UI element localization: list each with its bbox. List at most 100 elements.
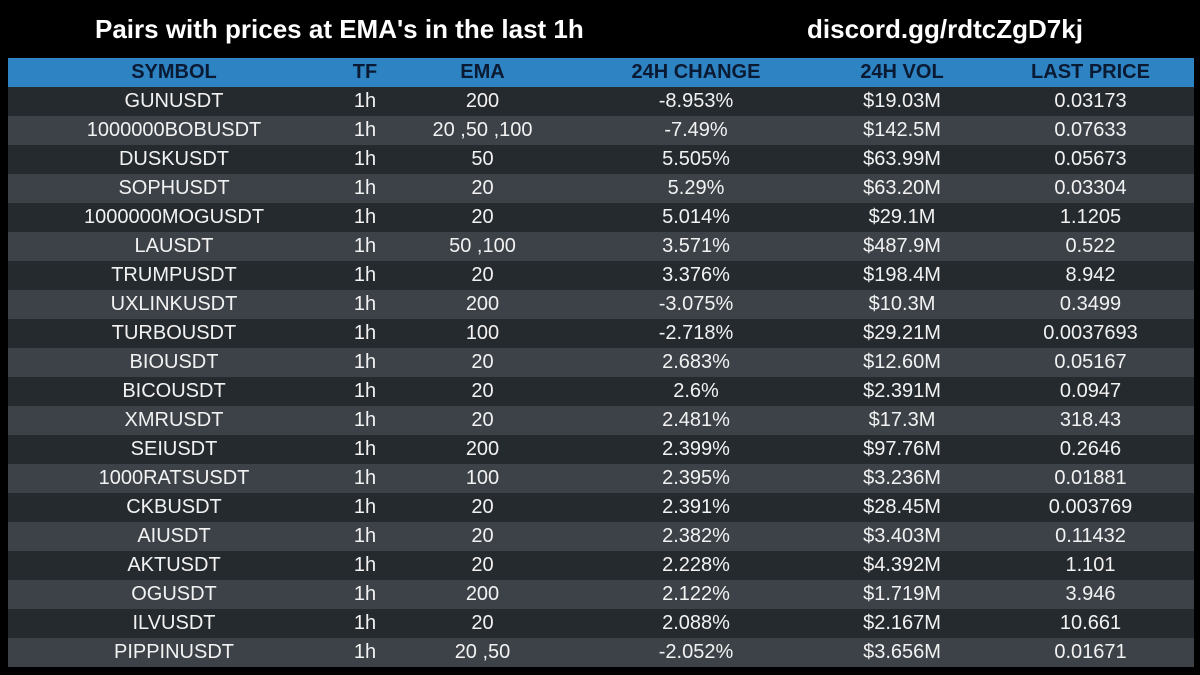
- tf-cell: 1h: [353, 177, 377, 199]
- tf-cell: 1h: [353, 583, 377, 605]
- change-cell: 3.571%: [662, 235, 730, 257]
- volume-cell: $28.45M: [863, 496, 941, 518]
- symbol-cell: PIPPINUSDT: [113, 641, 235, 663]
- change-cell: 2.088%: [662, 612, 730, 634]
- symbol-cell: 1000000BOBUSDT: [86, 119, 262, 141]
- change-cell: -7.49%: [664, 119, 728, 141]
- table-row: DUSKUSDT 1h 50 5.505% $63.99M 0.05673: [8, 145, 1194, 174]
- table-row: OGUSDT 1h 200 2.122% $1.719M 3.946: [8, 580, 1194, 609]
- table-row: XMRUSDT 1h 20 2.481% $17.3M 318.43: [8, 406, 1194, 435]
- tf-cell: 1h: [353, 554, 377, 576]
- symbol-cell: CKBUSDT: [126, 496, 222, 518]
- tf-cell: 1h: [353, 525, 377, 547]
- table-row: GUNUSDT 1h 200 -8.953% $19.03M 0.03173: [8, 87, 1194, 116]
- volume-cell: $12.60M: [863, 351, 941, 373]
- change-cell: 3.376%: [662, 264, 730, 286]
- symbol-cell: DUSKUSDT: [118, 148, 229, 170]
- table-row: SOPHUSDT 1h 20 5.29% $63.20M 0.03304: [8, 174, 1194, 203]
- tf-cell: 1h: [353, 264, 377, 286]
- price-cell: 0.003769: [1048, 496, 1133, 518]
- symbol-cell: SOPHUSDT: [118, 177, 230, 199]
- tf-cell: 1h: [353, 467, 377, 489]
- table-row: AIUSDT 1h 20 2.382% $3.403M 0.11432: [8, 522, 1194, 551]
- table-row: LAUSDT 1h 50 ,100 3.571% $487.9M 0.522: [8, 232, 1194, 261]
- volume-cell: $3.656M: [863, 641, 941, 663]
- price-cell: 3.946: [1065, 583, 1116, 605]
- symbol-cell: AKTUSDT: [127, 554, 221, 576]
- column-header-ema: EMA: [460, 61, 505, 83]
- tf-cell: 1h: [353, 322, 377, 344]
- price-cell: 1.1205: [1059, 206, 1122, 228]
- change-cell: 2.391%: [662, 496, 730, 518]
- symbol-cell: LAUSDT: [134, 235, 214, 257]
- change-cell: -2.718%: [658, 322, 734, 344]
- header-row: SYMBOL TF EMA 24H CHANGE 24H VOL LAST PR…: [8, 58, 1194, 87]
- price-cell: 8.942: [1065, 264, 1116, 286]
- column-header-24h-vol: 24H VOL: [860, 61, 944, 83]
- change-cell: -2.052%: [658, 641, 734, 663]
- ema-cell: 20: [471, 264, 494, 286]
- symbol-cell: OGUSDT: [131, 583, 217, 605]
- discord-link[interactable]: discord.gg/rdtcZgD7kj: [807, 14, 1083, 44]
- table-row: AKTUSDT 1h 20 2.228% $4.392M 1.101: [8, 551, 1194, 580]
- ema-cell: 200: [465, 438, 500, 460]
- volume-cell: $19.03M: [863, 90, 941, 112]
- price-cell: 0.05673: [1054, 148, 1127, 170]
- volume-cell: $63.99M: [863, 148, 941, 170]
- column-header-24h-change: 24H CHANGE: [631, 61, 761, 83]
- price-cell: 0.05167: [1054, 351, 1127, 373]
- table-row: PIPPINUSDT 1h 20 ,50 -2.052% $3.656M 0.01671: [8, 638, 1194, 667]
- change-cell: 2.228%: [662, 554, 730, 576]
- ema-cell: 20 ,50: [454, 641, 511, 663]
- table-row: BIOUSDT 1h 20 2.683% $12.60M 0.05167: [8, 348, 1194, 377]
- symbol-cell: XMRUSDT: [124, 409, 224, 431]
- change-cell: 2.395%: [662, 467, 730, 489]
- change-cell: 2.382%: [662, 525, 730, 547]
- ema-cell: 20: [471, 525, 494, 547]
- change-cell: 5.014%: [662, 206, 730, 228]
- page-title: Pairs with prices at EMA's in the last 1…: [95, 14, 584, 44]
- symbol-cell: SEIUSDT: [130, 438, 218, 460]
- volume-cell: $3.403M: [863, 525, 941, 547]
- symbol-cell: 1000000MOGUSDT: [83, 206, 265, 228]
- table-row: ILVUSDT 1h 20 2.088% $2.167M 10.661: [8, 609, 1194, 638]
- page-header: Pairs with prices at EMA's in the last 1…: [0, 0, 1200, 58]
- tf-cell: 1h: [353, 148, 377, 170]
- price-cell: 0.01671: [1054, 641, 1127, 663]
- tf-cell: 1h: [353, 235, 377, 257]
- price-cell: 0.3499: [1059, 293, 1122, 315]
- change-cell: 5.29%: [667, 177, 725, 199]
- ema-cell: 20: [471, 177, 494, 199]
- ema-cell: 20: [471, 612, 494, 634]
- symbol-cell: GUNUSDT: [124, 90, 224, 112]
- tf-cell: 1h: [353, 119, 377, 141]
- change-cell: 5.505%: [662, 148, 730, 170]
- column-header-last-price: LAST PRICE: [1031, 61, 1150, 83]
- price-cell: 0.03304: [1054, 177, 1127, 199]
- symbol-cell: 1000RATSUSDT: [98, 467, 250, 489]
- column-header-symbol: SYMBOL: [131, 61, 217, 83]
- price-cell: 0.2646: [1059, 438, 1122, 460]
- price-cell: 318.43: [1059, 409, 1122, 431]
- ema-cell: 20: [471, 496, 494, 518]
- volume-cell: $3.236M: [863, 467, 941, 489]
- volume-cell: $4.392M: [863, 554, 941, 576]
- symbol-cell: TRUMPUSDT: [111, 264, 237, 286]
- symbol-cell: BIOUSDT: [129, 351, 219, 373]
- ema-cell: 20: [471, 351, 494, 373]
- table-row: SEIUSDT 1h 200 2.399% $97.76M 0.2646: [8, 435, 1194, 464]
- pairs-table: SYMBOL TF EMA 24H CHANGE 24H VOL LAST PR…: [8, 58, 1194, 667]
- ema-cell: 200: [465, 293, 500, 315]
- change-cell: 2.683%: [662, 351, 730, 373]
- tf-cell: 1h: [353, 293, 377, 315]
- tf-cell: 1h: [353, 90, 377, 112]
- ema-cell: 20 ,50 ,100: [432, 119, 533, 141]
- ema-cell: 100: [465, 467, 500, 489]
- change-cell: 2.6%: [673, 380, 719, 402]
- symbol-cell: UXLINKUSDT: [110, 293, 238, 315]
- symbol-cell: ILVUSDT: [132, 612, 216, 634]
- volume-cell: $487.9M: [863, 235, 941, 257]
- price-cell: 0.01881: [1054, 467, 1127, 489]
- tf-cell: 1h: [353, 351, 377, 373]
- price-cell: 0.03173: [1054, 90, 1127, 112]
